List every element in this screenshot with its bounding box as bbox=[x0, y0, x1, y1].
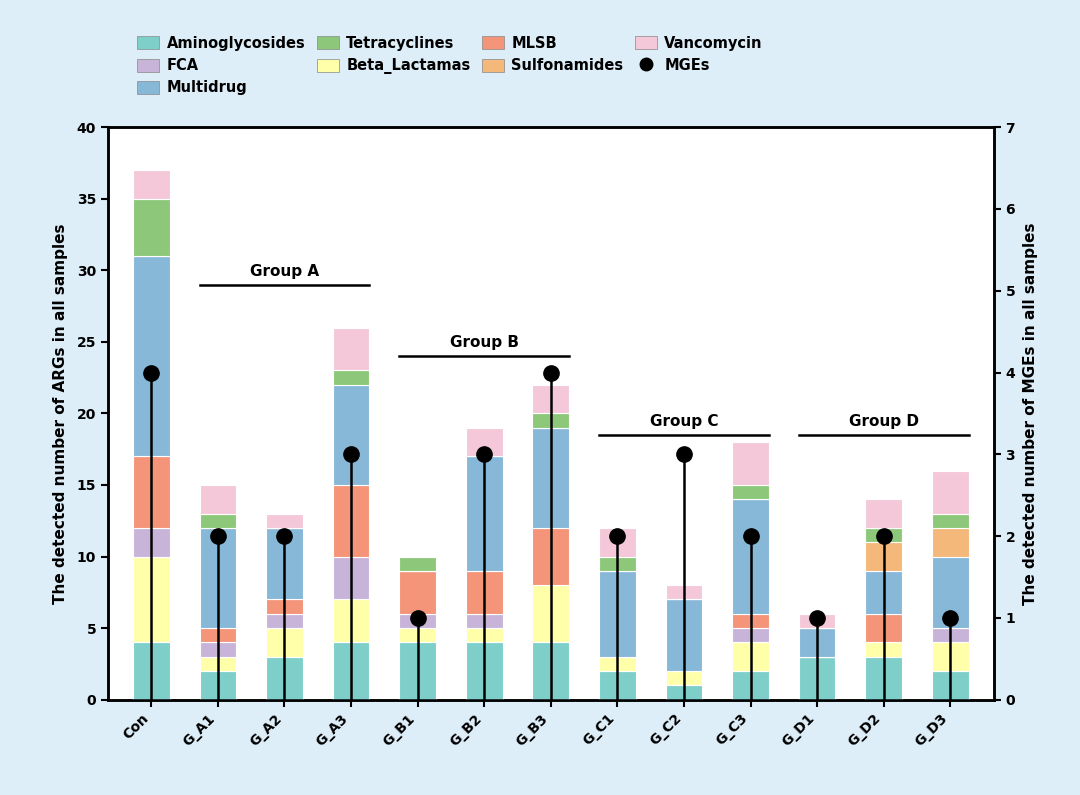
Bar bbox=[732, 442, 769, 485]
Bar bbox=[865, 642, 902, 657]
Bar bbox=[799, 657, 836, 700]
Bar bbox=[865, 614, 902, 642]
Bar bbox=[732, 642, 769, 671]
Bar bbox=[932, 671, 969, 700]
Bar bbox=[333, 485, 369, 556]
Text: Group A: Group A bbox=[249, 264, 319, 279]
Bar bbox=[465, 428, 502, 456]
Bar bbox=[932, 628, 969, 642]
Bar bbox=[532, 428, 569, 528]
Bar bbox=[266, 514, 302, 528]
Bar bbox=[200, 642, 237, 657]
Y-axis label: The detected number of ARGs in all samples: The detected number of ARGs in all sampl… bbox=[53, 223, 68, 603]
Bar bbox=[133, 456, 170, 528]
Bar bbox=[465, 642, 502, 700]
Bar bbox=[932, 556, 969, 628]
Bar bbox=[333, 385, 369, 485]
Bar bbox=[665, 585, 702, 599]
Bar bbox=[532, 585, 569, 642]
Bar bbox=[133, 556, 170, 642]
Bar bbox=[865, 657, 902, 700]
Bar bbox=[333, 370, 369, 385]
Bar bbox=[599, 528, 636, 556]
Text: Group C: Group C bbox=[650, 414, 718, 429]
Bar bbox=[865, 499, 902, 528]
Y-axis label: The detected number of MGEs in all samples: The detected number of MGEs in all sampl… bbox=[1024, 222, 1039, 605]
Bar bbox=[200, 657, 237, 671]
Bar bbox=[400, 571, 436, 614]
Bar bbox=[932, 514, 969, 528]
Bar bbox=[732, 499, 769, 614]
Text: Group B: Group B bbox=[449, 335, 518, 351]
Bar bbox=[532, 528, 569, 585]
Bar bbox=[732, 614, 769, 628]
Bar bbox=[932, 471, 969, 514]
Bar bbox=[333, 556, 369, 599]
Bar bbox=[200, 628, 237, 642]
Bar bbox=[665, 671, 702, 685]
Bar bbox=[465, 571, 502, 614]
Bar bbox=[266, 628, 302, 657]
Bar bbox=[799, 614, 836, 628]
Bar bbox=[133, 256, 170, 456]
Bar bbox=[865, 571, 902, 614]
Bar bbox=[133, 170, 170, 199]
Bar bbox=[400, 642, 436, 700]
Bar bbox=[400, 628, 436, 642]
Bar bbox=[333, 599, 369, 642]
Bar bbox=[333, 642, 369, 700]
Bar bbox=[732, 671, 769, 700]
Bar bbox=[599, 657, 636, 671]
Bar bbox=[865, 528, 902, 542]
Bar bbox=[400, 614, 436, 628]
Bar bbox=[133, 199, 170, 256]
Bar bbox=[266, 599, 302, 614]
Bar bbox=[665, 685, 702, 700]
Bar bbox=[599, 556, 636, 571]
Bar bbox=[465, 628, 502, 642]
Bar bbox=[865, 542, 902, 571]
Bar bbox=[200, 528, 237, 628]
Bar bbox=[932, 642, 969, 671]
Bar bbox=[133, 528, 170, 556]
Bar bbox=[266, 657, 302, 700]
Bar bbox=[266, 528, 302, 599]
Bar bbox=[532, 413, 569, 428]
Legend: Aminoglycosides, FCA, Multidrug, Tetracyclines, Beta_Lactamas, MLSB, Sulfonamide: Aminoglycosides, FCA, Multidrug, Tetracy… bbox=[133, 32, 767, 100]
Bar bbox=[465, 614, 502, 628]
Bar bbox=[200, 671, 237, 700]
Bar bbox=[465, 456, 502, 571]
Bar bbox=[532, 642, 569, 700]
Bar bbox=[400, 556, 436, 571]
Bar bbox=[665, 599, 702, 671]
Bar bbox=[732, 485, 769, 499]
Bar bbox=[200, 514, 237, 528]
Bar bbox=[333, 328, 369, 370]
Bar bbox=[266, 614, 302, 628]
Bar bbox=[599, 671, 636, 700]
Bar bbox=[932, 528, 969, 556]
Bar bbox=[599, 571, 636, 657]
Bar bbox=[133, 642, 170, 700]
Bar bbox=[532, 385, 569, 413]
Bar bbox=[200, 485, 237, 514]
Text: Group D: Group D bbox=[849, 414, 919, 429]
Bar bbox=[732, 628, 769, 642]
Bar bbox=[799, 628, 836, 657]
